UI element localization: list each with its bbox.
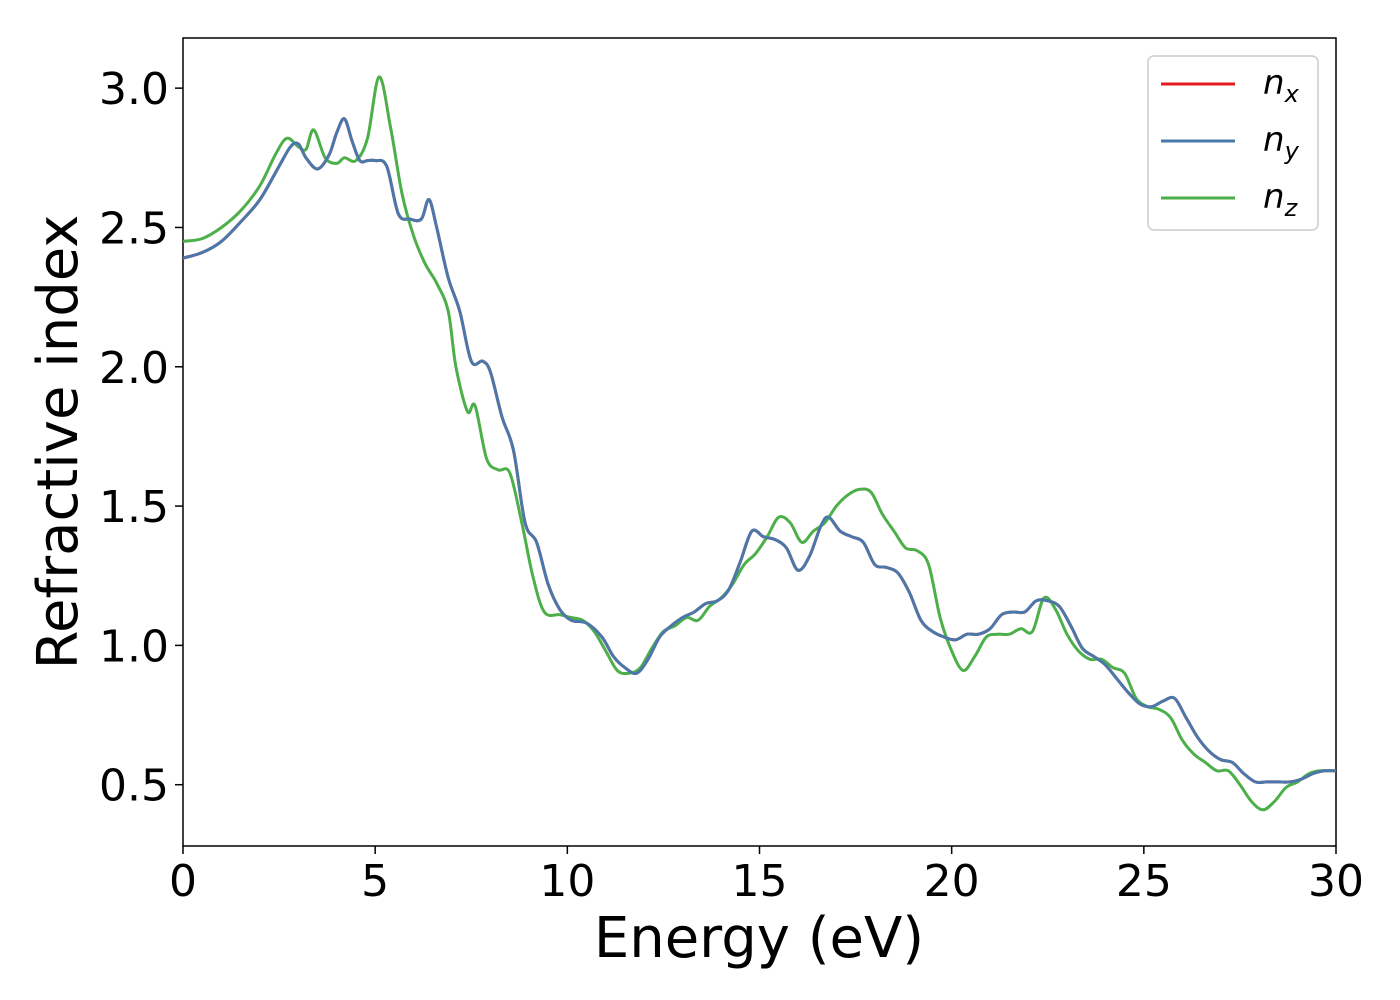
y-tick-label: 2.0	[99, 343, 169, 394]
legend-label-x: nx	[1263, 63, 1300, 108]
y-tick-label: 1.0	[99, 621, 169, 672]
x-tick-label: 30	[1308, 856, 1364, 907]
legend-items: nx ny nz	[1161, 63, 1300, 222]
x-tick-label: 25	[1116, 856, 1172, 907]
y-tick-label: 1.5	[99, 482, 169, 533]
x-axis-ticks: 0 5 10 15 20 25 30	[169, 846, 1364, 907]
y-axis-label: Refractive index	[26, 215, 91, 670]
x-tick-label: 0	[169, 856, 197, 907]
x-tick-label: 10	[539, 856, 595, 907]
y-axis-ticks: 0.5 1.0 1.5 2.0 2.5 3.0	[99, 64, 183, 812]
y-tick-label: 2.5	[99, 203, 169, 254]
legend-label-y: ny	[1263, 120, 1300, 165]
x-tick-label: 15	[732, 856, 788, 907]
legend-box	[1147, 55, 1319, 231]
legend-label-z: nz	[1263, 177, 1299, 222]
y-tick-label: 0.5	[99, 761, 169, 812]
series-layer	[183, 75, 1336, 812]
y-tick-label: 3.0	[99, 64, 169, 115]
plot-area-frame	[182, 37, 1337, 847]
series-line-y	[183, 117, 1336, 785]
x-tick-label: 5	[361, 856, 389, 907]
legend: nx ny nz	[1147, 55, 1319, 231]
x-tick-label: 20	[924, 856, 980, 907]
x-axis-label: Energy (eV)	[594, 906, 924, 971]
